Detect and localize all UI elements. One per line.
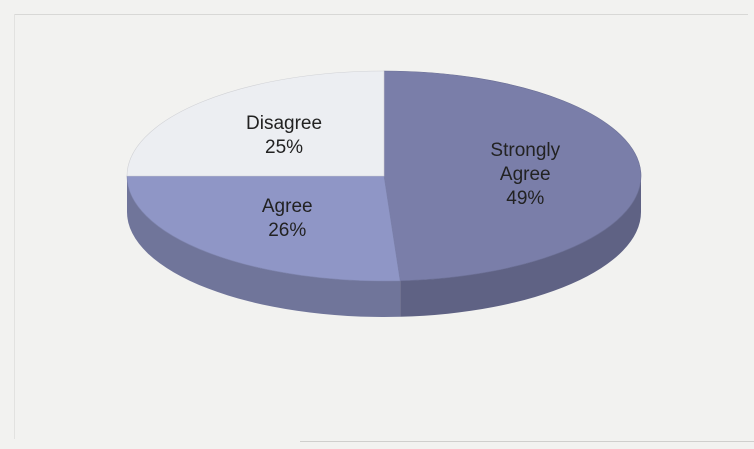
data-label-category: Strongly <box>490 140 560 161</box>
data-label-value: 49% <box>506 188 544 209</box>
frame-border-left <box>14 14 15 439</box>
data-label-category: Disagree <box>246 113 322 134</box>
pie-slice-strongly-agree <box>383 70 642 282</box>
data-label-strongly-agree: Strongly Agree 49% <box>490 140 560 209</box>
frame-border-bottom <box>300 441 754 442</box>
pie-slice-agree <box>126 175 401 282</box>
pie-side-strongly-agree <box>400 176 641 317</box>
data-label-agree: Agree 26% <box>262 196 313 241</box>
pie-side-agree <box>127 176 401 317</box>
data-label-disagree: Disagree 25% <box>246 113 322 158</box>
pie-slice-disagree <box>126 70 385 177</box>
data-label-category: Agree <box>500 164 551 185</box>
data-label-value: 26% <box>268 220 306 241</box>
frame-border-top <box>14 14 748 15</box>
data-label-value: 25% <box>265 137 303 158</box>
data-label-category: Agree <box>262 196 313 217</box>
